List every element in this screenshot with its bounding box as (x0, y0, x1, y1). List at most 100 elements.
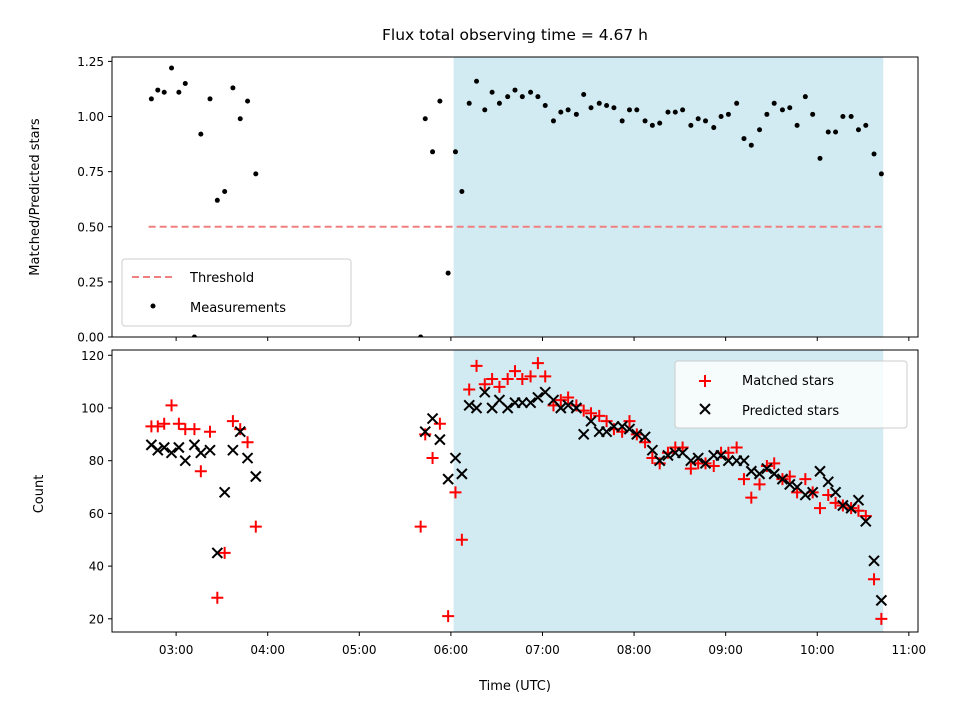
x-tick-label: 04:00 (250, 643, 285, 657)
measurements-point (489, 89, 495, 95)
matched-stars-point (470, 359, 483, 372)
predicted-legend-label: Predicted stars (742, 404, 839, 419)
measurements-point (688, 122, 694, 128)
matched-stars-point (737, 473, 750, 486)
measurements-point (148, 96, 154, 102)
predicted-stars-point (768, 468, 780, 480)
matched-stars-point (554, 394, 567, 407)
matched-stars-point (745, 491, 758, 504)
x-tick-label: 11:00 (892, 643, 927, 657)
chart-title: Flux total observing time = 4.67 h (382, 26, 648, 44)
measurements-point (169, 65, 175, 71)
x-tick-label: 10:00 (800, 643, 835, 657)
matched-stars-point (493, 380, 506, 393)
threshold-legend-label: Threshold (189, 271, 254, 286)
predicted-stars-point (799, 489, 812, 501)
predicted-stars-point (456, 468, 468, 480)
measurements-point (496, 100, 502, 106)
x-tick-label: 03:00 (159, 643, 194, 657)
matched-stars-point (539, 370, 552, 383)
measurements-point (604, 103, 610, 109)
predicted-stars-point (662, 449, 674, 462)
matched-stars-point (813, 502, 826, 515)
predicted-stars-point (562, 399, 574, 412)
matched-stars-point (226, 415, 239, 428)
predicted-stars-point (188, 439, 201, 451)
measurements-point (611, 105, 617, 111)
x-tick-label: 09:00 (708, 643, 743, 657)
matched-stars-point (799, 473, 812, 486)
predicted-stars-point (426, 412, 439, 425)
matched-legend-label: Matched stars (742, 374, 834, 389)
measurements-point (430, 149, 436, 155)
measurements-point (482, 107, 488, 113)
predicted-stars-point (829, 486, 842, 499)
measurements-point (665, 109, 671, 115)
predicted-stars-point (623, 423, 636, 435)
measurements-point (542, 103, 548, 109)
predicted-stars-point (715, 449, 727, 462)
measurements-point (230, 85, 236, 91)
predicted-stars-point (516, 397, 529, 409)
matched-stars-point (562, 391, 575, 404)
predicted-stars-point (442, 473, 454, 485)
measurements-point (810, 111, 816, 117)
matched-stars-point (449, 486, 462, 499)
measurements-point (794, 122, 800, 128)
matched-stars-point (531, 357, 544, 370)
matched-stars-point (875, 612, 888, 625)
measurements-legend-swatch (150, 303, 156, 309)
count-y-tick-label: 20 (89, 612, 104, 626)
measurements-point (207, 96, 213, 102)
measurements-point (771, 100, 777, 106)
predicted-stars-point (806, 486, 819, 499)
x-axis-label: Time (UTC) (478, 679, 551, 694)
matched-legend-swatch (699, 375, 711, 387)
predicted-stars-point (241, 452, 254, 464)
measurements-point (565, 107, 571, 113)
measurements-point (657, 120, 663, 126)
matched-stars-point (165, 399, 178, 412)
measurements-point (725, 111, 731, 117)
predicted-stars-point (585, 415, 597, 427)
predicted-stars-point (745, 465, 758, 477)
predicted-stars-point (234, 425, 246, 438)
predicted-stars-point (555, 402, 567, 414)
measurements-point (512, 87, 518, 93)
predicted-stars-point (419, 425, 431, 438)
measurements-point (878, 171, 884, 177)
predicted-stars-point (532, 391, 544, 404)
measurements-point (558, 109, 564, 115)
measurements-point (695, 116, 701, 122)
measurements-point (191, 334, 197, 337)
measurements-point (734, 100, 740, 106)
predicted-stars-point (875, 594, 888, 607)
count-y-tick-label: 80 (89, 454, 104, 468)
measurements-point (445, 270, 451, 276)
matched-stars-point (623, 415, 636, 428)
predicted-stars-point (608, 420, 620, 433)
predicted-stars-point (158, 441, 170, 454)
predicted-stars-point (250, 470, 262, 483)
ratio-y-axis-label: Matched/Predicted stars (28, 118, 43, 276)
predicted-stars-point (524, 397, 537, 409)
ratio-legend: Threshold Measurements (121, 258, 352, 327)
measurements-point (626, 107, 632, 113)
measurements-point (848, 114, 854, 120)
measurements-point (703, 118, 709, 124)
predicted-stars-point (470, 402, 483, 414)
matched-stars-point (241, 436, 254, 449)
matched-stars-point (463, 383, 476, 396)
predicted-stars-point (577, 428, 590, 441)
ratio-plot: Flux total observing time = 4.67 h Match… (28, 26, 919, 345)
matched-stars-point (501, 372, 514, 385)
measurements-point (581, 91, 587, 97)
count-y-tick-label: 100 (81, 401, 104, 415)
predicted-stars-point (501, 402, 514, 414)
matched-stars-point (768, 457, 781, 470)
measurements-point (672, 109, 678, 115)
x-tick-label: 07:00 (525, 643, 560, 657)
x-tick-label: 08:00 (617, 643, 652, 657)
matched-stars-point (414, 520, 427, 533)
